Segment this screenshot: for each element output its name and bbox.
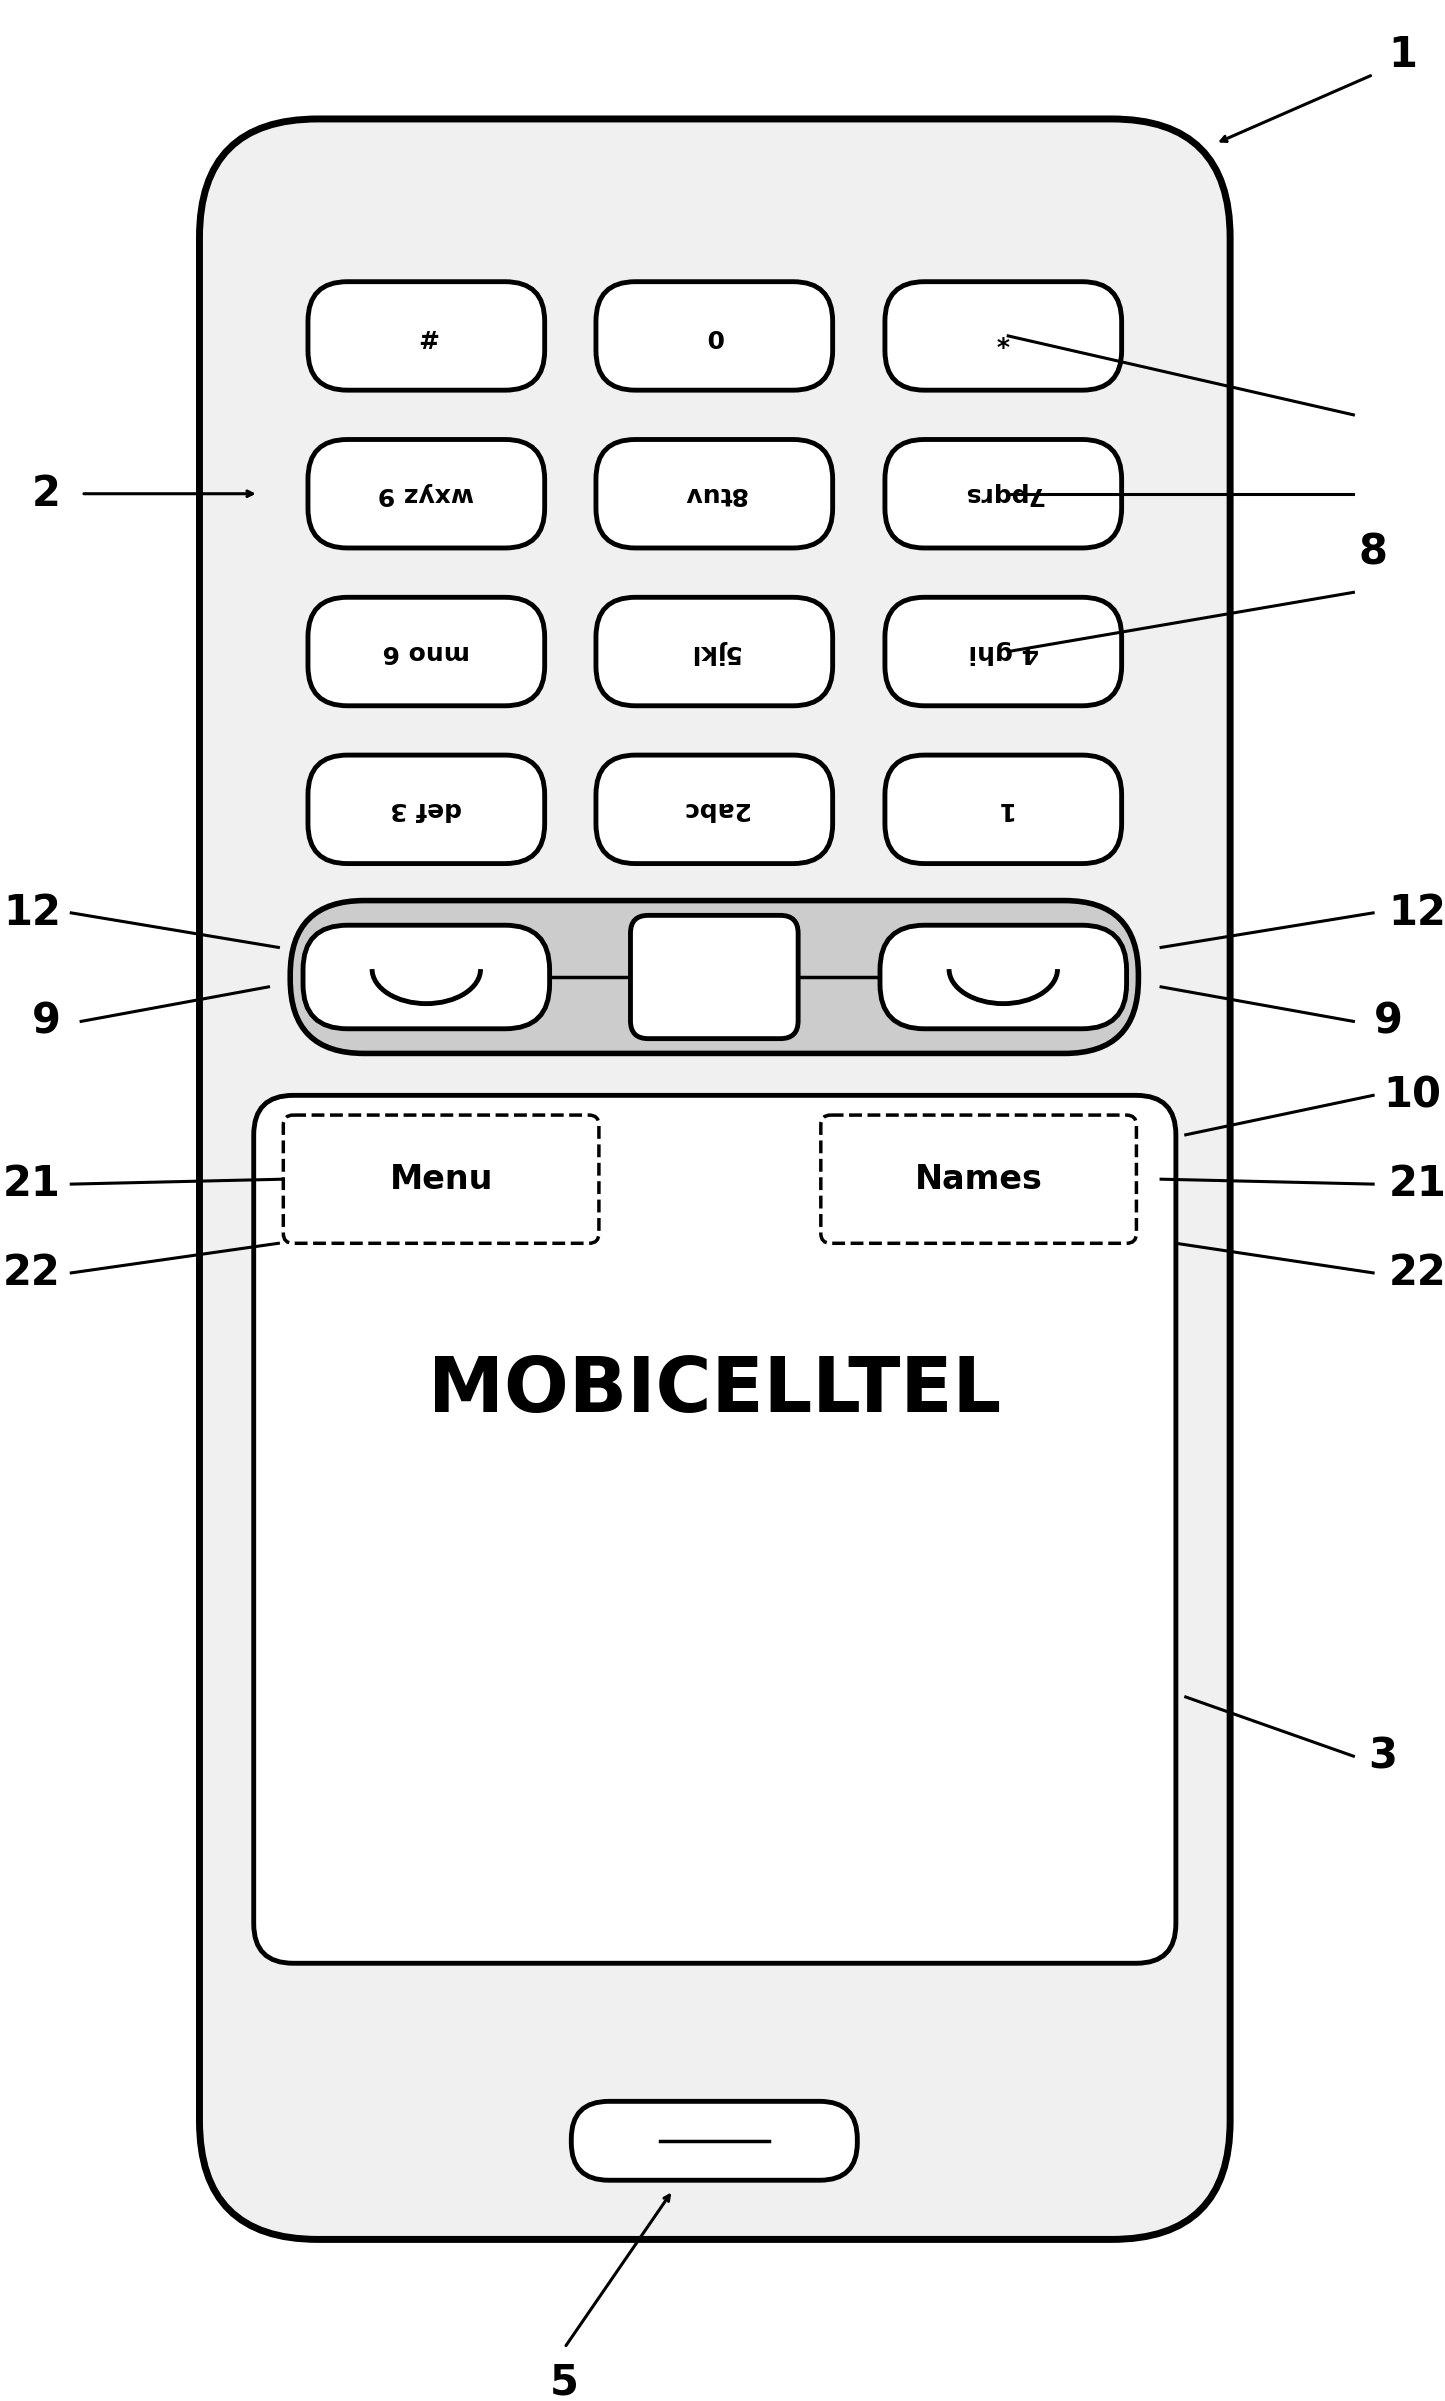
Text: Names: Names: [915, 1162, 1042, 1196]
FancyBboxPatch shape: [308, 754, 545, 864]
Text: 2abc: 2abc: [681, 797, 749, 821]
Text: 1: 1: [994, 797, 1012, 821]
Text: 3: 3: [1368, 1736, 1397, 1777]
Text: 9: 9: [1374, 1001, 1402, 1042]
FancyBboxPatch shape: [595, 598, 832, 706]
Text: MOBICELLTEL: MOBICELLTEL: [428, 1354, 1001, 1429]
Text: 9: 9: [32, 1001, 61, 1042]
Text: 8tuv: 8tuv: [682, 483, 746, 507]
Text: def 3: def 3: [390, 797, 462, 821]
Text: 5: 5: [551, 2363, 579, 2401]
Text: 21: 21: [3, 1162, 61, 1205]
Text: 21: 21: [1389, 1162, 1445, 1205]
Text: mno 6: mno 6: [383, 639, 470, 663]
Text: 22: 22: [3, 1251, 61, 1294]
FancyBboxPatch shape: [880, 924, 1127, 1028]
FancyBboxPatch shape: [595, 281, 832, 391]
FancyBboxPatch shape: [884, 754, 1121, 864]
FancyBboxPatch shape: [290, 900, 1139, 1054]
FancyBboxPatch shape: [283, 1114, 598, 1244]
Text: wxyz 9: wxyz 9: [379, 483, 474, 507]
Text: 7pqrs: 7pqrs: [964, 483, 1043, 507]
Text: 8: 8: [1358, 533, 1387, 574]
FancyBboxPatch shape: [821, 1114, 1136, 1244]
Text: 0: 0: [705, 324, 722, 348]
FancyBboxPatch shape: [308, 281, 545, 391]
FancyBboxPatch shape: [571, 2101, 857, 2180]
Text: #: #: [416, 324, 436, 348]
Text: *: *: [997, 324, 1010, 348]
FancyBboxPatch shape: [254, 1095, 1176, 1964]
Text: 12: 12: [3, 891, 61, 934]
FancyBboxPatch shape: [884, 439, 1121, 547]
FancyBboxPatch shape: [595, 754, 832, 864]
FancyBboxPatch shape: [630, 915, 798, 1040]
Text: 5jkl: 5jkl: [689, 639, 740, 663]
FancyBboxPatch shape: [884, 281, 1121, 391]
FancyBboxPatch shape: [199, 120, 1230, 2240]
Text: 2: 2: [32, 473, 61, 514]
FancyBboxPatch shape: [303, 924, 549, 1028]
Text: 12: 12: [1389, 891, 1445, 934]
FancyBboxPatch shape: [308, 598, 545, 706]
Text: 1: 1: [1389, 34, 1418, 77]
FancyBboxPatch shape: [595, 439, 832, 547]
FancyBboxPatch shape: [884, 598, 1121, 706]
Text: 22: 22: [1389, 1251, 1445, 1294]
Text: Menu: Menu: [389, 1162, 493, 1196]
Text: 10: 10: [1383, 1073, 1442, 1116]
Text: 4 ghi: 4 ghi: [968, 639, 1039, 663]
FancyBboxPatch shape: [308, 439, 545, 547]
